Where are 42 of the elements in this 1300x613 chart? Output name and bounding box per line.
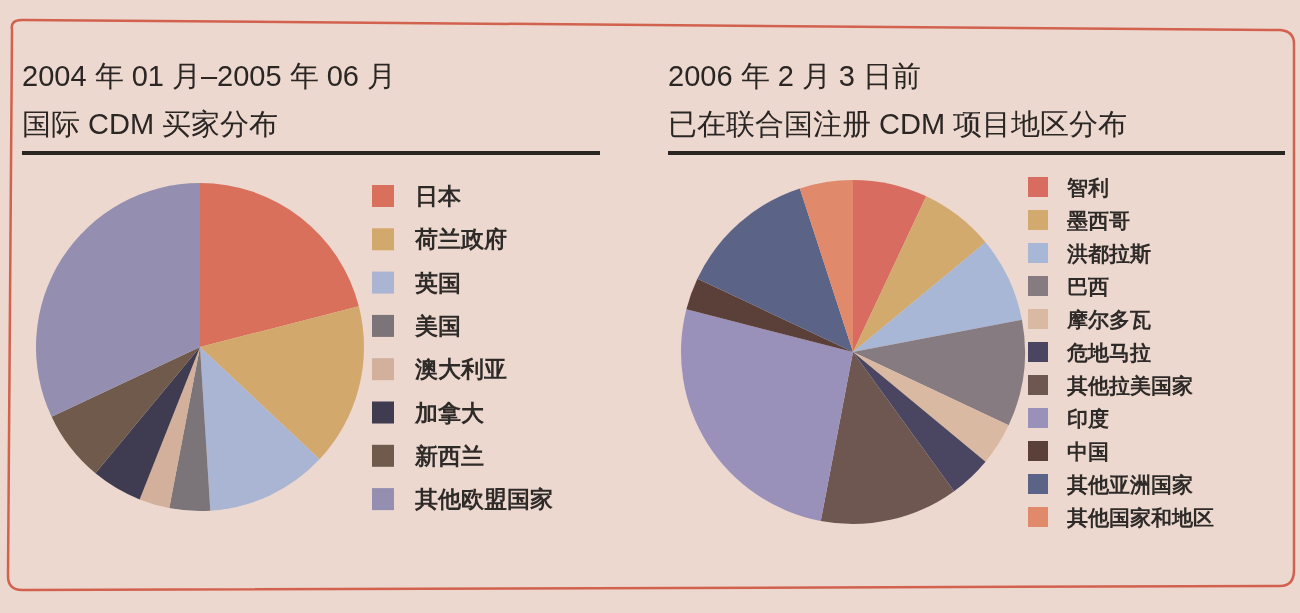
chart-title: 2006 年 2 月 3 日前: [668, 60, 922, 92]
legend-label: 澳大利亚: [413, 356, 507, 383]
pie-slice: [139, 347, 200, 509]
pie-slice: [200, 183, 359, 347]
legend-label: 英国: [413, 269, 461, 296]
legend-label: 其他欧盟国家: [413, 486, 553, 513]
pie-slice: [681, 309, 853, 521]
pie-slice: [697, 188, 853, 352]
legend-label: 美国: [413, 312, 461, 339]
legend-label: 巴西: [1066, 274, 1109, 298]
legend-label: 印度: [1066, 406, 1109, 430]
chart-title: 2004 年 01 月–2005 年 06 月: [22, 60, 397, 92]
legend-label: 其他亚洲国家: [1065, 472, 1193, 496]
pie-slice: [36, 183, 200, 417]
pie-slice: [200, 306, 364, 460]
pie-slice: [853, 242, 1022, 352]
pie-slice: [95, 347, 200, 500]
legend-label: 新西兰: [413, 442, 484, 469]
legend-label: 其他国家和地区: [1065, 505, 1214, 529]
pie-slice: [853, 319, 1025, 426]
chart-subtitle: 已在联合国注册 CDM 项目地区分布: [668, 108, 1128, 140]
legend-label: 智利: [1065, 175, 1109, 199]
pie-slice: [853, 180, 927, 352]
pie-slice: [820, 352, 955, 524]
pie-slice: [686, 278, 853, 352]
pie-slice: [169, 347, 211, 511]
legend-label: 日本: [414, 183, 462, 209]
legend-label: 危地马拉: [1065, 340, 1151, 364]
pie-slice: [51, 347, 200, 474]
legend-label: 其他拉美国家: [1065, 373, 1193, 397]
pie-slice: [853, 196, 986, 352]
pie-slice: [200, 347, 320, 511]
legend-label: 洪都拉斯: [1065, 241, 1151, 265]
pie-slice: [853, 352, 986, 492]
pie-slice: [853, 352, 1009, 462]
pie-slice: [799, 180, 853, 352]
legend-label: 加拿大: [413, 399, 485, 426]
chart-subtitle: 国际 CDM 买家分布: [22, 108, 279, 140]
legend-label: 荷兰政府: [413, 226, 507, 253]
legend-label: 中国: [1066, 439, 1109, 463]
legend-label: 摩尔多瓦: [1065, 307, 1151, 331]
legend-label: 墨西哥: [1065, 208, 1130, 232]
